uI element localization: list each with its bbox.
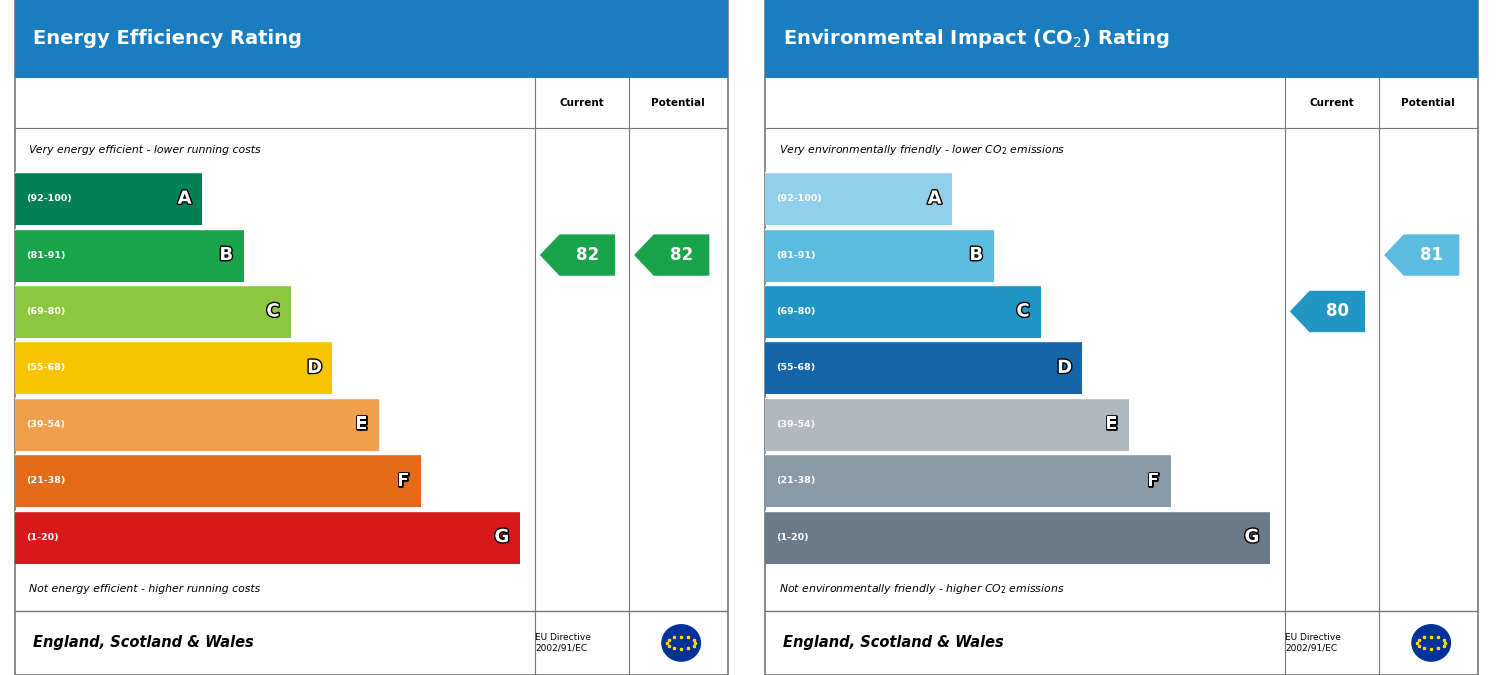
Text: Potential: Potential	[651, 98, 705, 108]
Text: F: F	[398, 472, 410, 489]
Text: C: C	[1017, 302, 1029, 321]
Text: Very energy efficient - lower running costs: Very energy efficient - lower running co…	[30, 145, 261, 155]
Text: B: B	[219, 246, 232, 264]
Text: (39-54): (39-54)	[776, 420, 814, 429]
Text: C: C	[267, 302, 279, 321]
Text: Environmental Impact (CO$_2$) Rating: Environmental Impact (CO$_2$) Rating	[783, 27, 1170, 51]
Text: Not energy efficient - higher running costs: Not energy efficient - higher running co…	[30, 584, 261, 594]
Text: (81-91): (81-91)	[776, 250, 814, 260]
Text: G: G	[495, 528, 510, 546]
Text: 80: 80	[1326, 302, 1348, 321]
Text: EU Directive
2002/91/EC: EU Directive 2002/91/EC	[536, 633, 591, 653]
Text: England, Scotland & Wales: England, Scotland & Wales	[783, 635, 1004, 651]
Text: (55-68): (55-68)	[776, 363, 814, 373]
Text: (1-20): (1-20)	[776, 533, 808, 541]
Text: Current: Current	[1310, 98, 1354, 108]
Text: (92-100): (92-100)	[26, 194, 72, 203]
Text: F: F	[1148, 472, 1160, 489]
Bar	[15, 172, 202, 225]
Bar	[765, 454, 1170, 507]
Bar	[765, 398, 1130, 451]
Text: (1-20): (1-20)	[26, 533, 58, 541]
Bar	[15, 454, 420, 507]
Text: (39-54): (39-54)	[26, 420, 64, 429]
Text: Not environmentally friendly - higher CO$_2$ emissions: Not environmentally friendly - higher CO…	[780, 582, 1065, 596]
Text: Energy Efficiency Rating: Energy Efficiency Rating	[33, 29, 302, 49]
Bar	[765, 172, 952, 225]
Bar	[15, 342, 333, 394]
Text: B: B	[969, 246, 982, 264]
Bar	[765, 342, 1083, 394]
Text: Current: Current	[560, 98, 604, 108]
Bar	[15, 229, 244, 281]
Text: Very environmentally friendly - lower CO$_2$ emissions: Very environmentally friendly - lower CO…	[780, 143, 1065, 157]
Bar	[765, 510, 1269, 564]
Text: E: E	[1106, 415, 1118, 433]
Bar	[15, 510, 519, 564]
Text: 82: 82	[576, 246, 598, 264]
Bar	[765, 285, 1041, 338]
Text: England, Scotland & Wales: England, Scotland & Wales	[33, 635, 254, 651]
Polygon shape	[540, 234, 615, 276]
Text: G: G	[1245, 528, 1260, 546]
Text: E: E	[356, 415, 368, 433]
Bar	[15, 285, 291, 338]
Text: 81: 81	[1420, 246, 1443, 264]
Text: D: D	[1058, 359, 1072, 377]
Text: (21-38): (21-38)	[776, 476, 814, 485]
Bar	[765, 0, 1478, 78]
Bar	[15, 398, 380, 451]
Bar	[15, 0, 728, 78]
Polygon shape	[1290, 291, 1365, 332]
Text: (69-80): (69-80)	[776, 307, 814, 316]
Circle shape	[662, 624, 700, 662]
Text: D: D	[308, 359, 322, 377]
Text: Potential: Potential	[1401, 98, 1455, 108]
Text: A: A	[927, 190, 942, 208]
Text: EU Directive
2002/91/EC: EU Directive 2002/91/EC	[1286, 633, 1341, 653]
Text: (92-100): (92-100)	[776, 194, 822, 203]
Text: A: A	[177, 190, 192, 208]
Text: (21-38): (21-38)	[26, 476, 64, 485]
Bar	[765, 229, 994, 281]
Text: (81-91): (81-91)	[26, 250, 64, 260]
Polygon shape	[634, 234, 710, 276]
Text: 82: 82	[670, 246, 693, 264]
Text: (69-80): (69-80)	[26, 307, 64, 316]
Circle shape	[1412, 624, 1450, 662]
Text: (55-68): (55-68)	[26, 363, 64, 373]
Polygon shape	[1384, 234, 1460, 276]
